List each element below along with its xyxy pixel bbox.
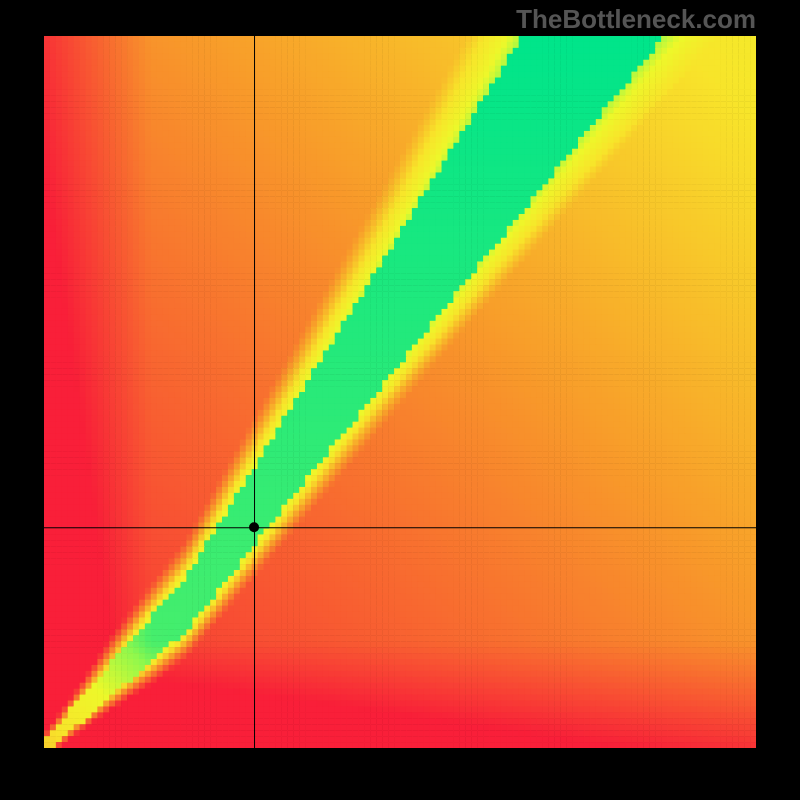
watermark-text: TheBottleneck.com — [516, 4, 756, 35]
bottleneck-heatmap — [44, 36, 756, 748]
